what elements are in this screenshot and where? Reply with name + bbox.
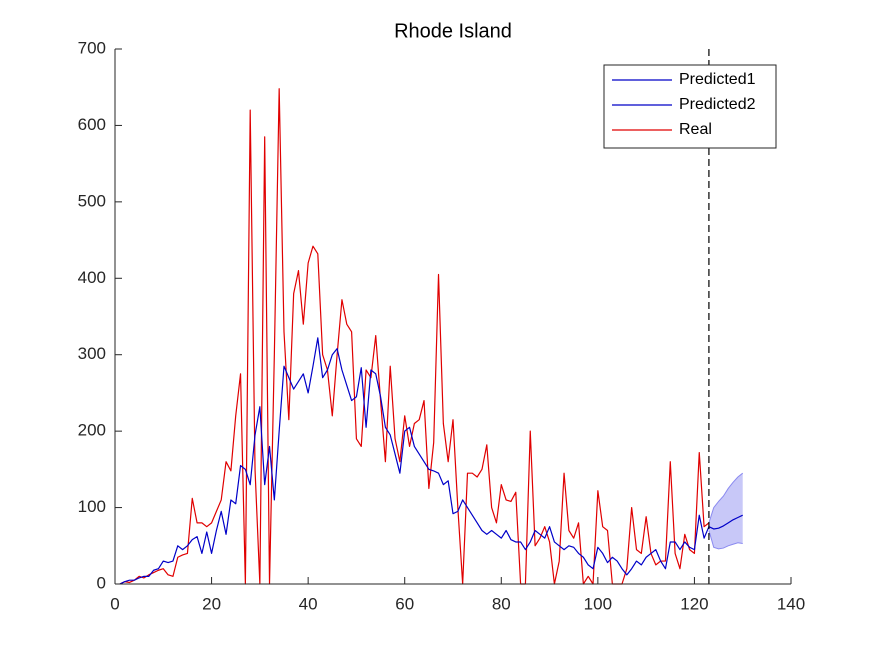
series-line (708, 514, 743, 530)
y-tick-label: 700 (78, 38, 106, 57)
chart-title: Rhode Island (394, 20, 512, 42)
x-tick-label: 120 (680, 594, 708, 613)
confidence-band (708, 473, 743, 549)
y-tick-label: 300 (78, 344, 106, 363)
band-edge (708, 530, 743, 550)
legend-box (603, 64, 777, 149)
x-tick-label: 60 (395, 594, 414, 613)
y-tick-label: 200 (78, 421, 106, 440)
y-tick-label: 600 (78, 115, 106, 134)
legend-label: Predicted2 (679, 96, 756, 113)
y-tick-label: 500 (78, 191, 106, 210)
y-tick-label: 400 (78, 268, 106, 287)
x-tick-label: 40 (299, 594, 318, 613)
x-tick-label: 140 (777, 594, 805, 613)
x-tick-label: 80 (492, 594, 511, 613)
series-line (119, 88, 710, 585)
series-line (119, 337, 710, 585)
legend-label: Predicted1 (679, 71, 756, 88)
y-tick-label: 0 (97, 573, 106, 592)
band-edge (708, 472, 744, 524)
x-tick-label: 100 (584, 594, 612, 613)
x-tick-label: 0 (110, 594, 119, 613)
y-tick-label: 100 (78, 497, 106, 516)
legend-label: Real (679, 121, 712, 138)
x-tick-label: 20 (202, 594, 221, 613)
